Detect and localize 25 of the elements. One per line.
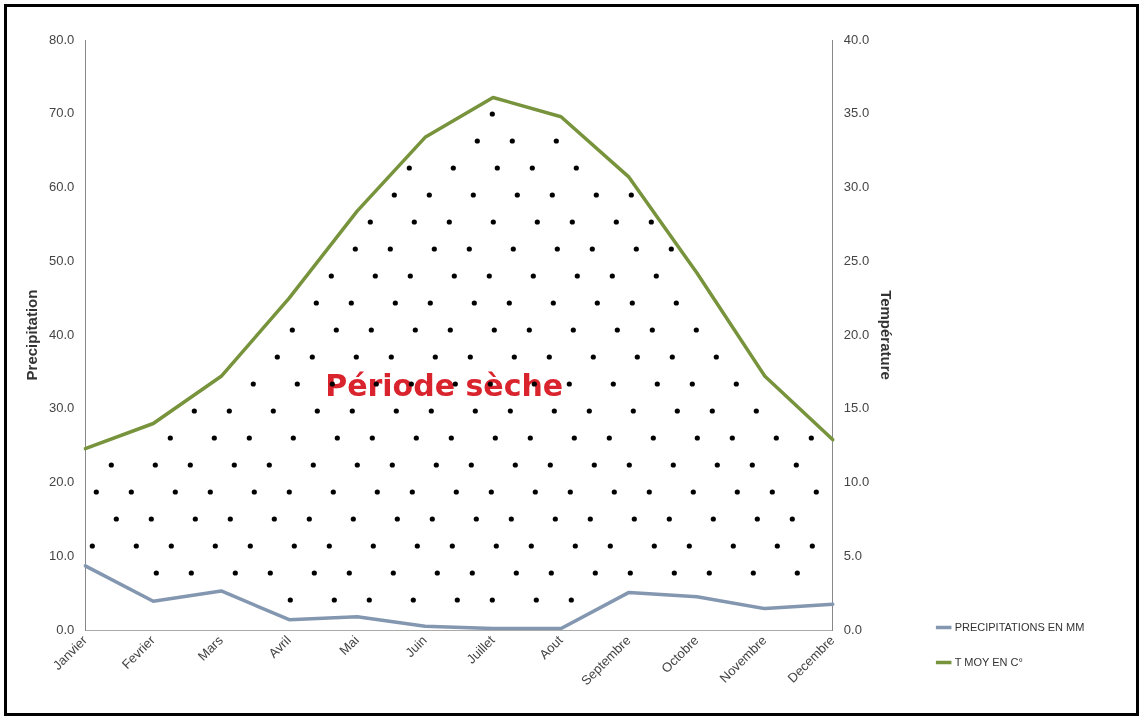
y2-axis-title: Température	[878, 290, 896, 380]
y2-tick-label: 5.0	[843, 547, 862, 563]
y2-tick-label: 0.0	[843, 621, 862, 637]
y2-tick-label: 15.0	[843, 400, 870, 416]
y2-tick-label: 40.0	[843, 31, 870, 47]
y2-tick-label: 35.0	[843, 105, 870, 121]
y-tick-label: 40.0	[48, 326, 75, 342]
x-tick-label: Mai	[336, 632, 362, 658]
y2-tick-label: 20.0	[843, 326, 870, 342]
y-tick-label: 80.0	[48, 31, 75, 47]
y2-tick-label: 25.0	[843, 252, 870, 268]
y2-tick-label: 30.0	[843, 179, 870, 195]
y-axis-title: Precipitation	[23, 289, 41, 381]
y2-tick-label: 10.0	[843, 474, 870, 490]
annotation: Période sèche	[325, 367, 564, 403]
y-tick-label: 50.0	[48, 252, 75, 268]
y-tick-label: 10.0	[48, 547, 75, 563]
legend-label: T MOY EN C°	[954, 655, 1023, 668]
y-tick-label: 60.0	[48, 179, 75, 195]
legend-label: PRECIPITATIONS EN MM	[954, 620, 1085, 633]
y-tick-label: 30.0	[48, 400, 75, 416]
y-tick-label: 0.0	[56, 621, 75, 637]
y-tick-label: 70.0	[48, 105, 75, 121]
x-tick-label: Juin	[402, 632, 430, 661]
y-tick-label: 20.0	[48, 474, 75, 490]
